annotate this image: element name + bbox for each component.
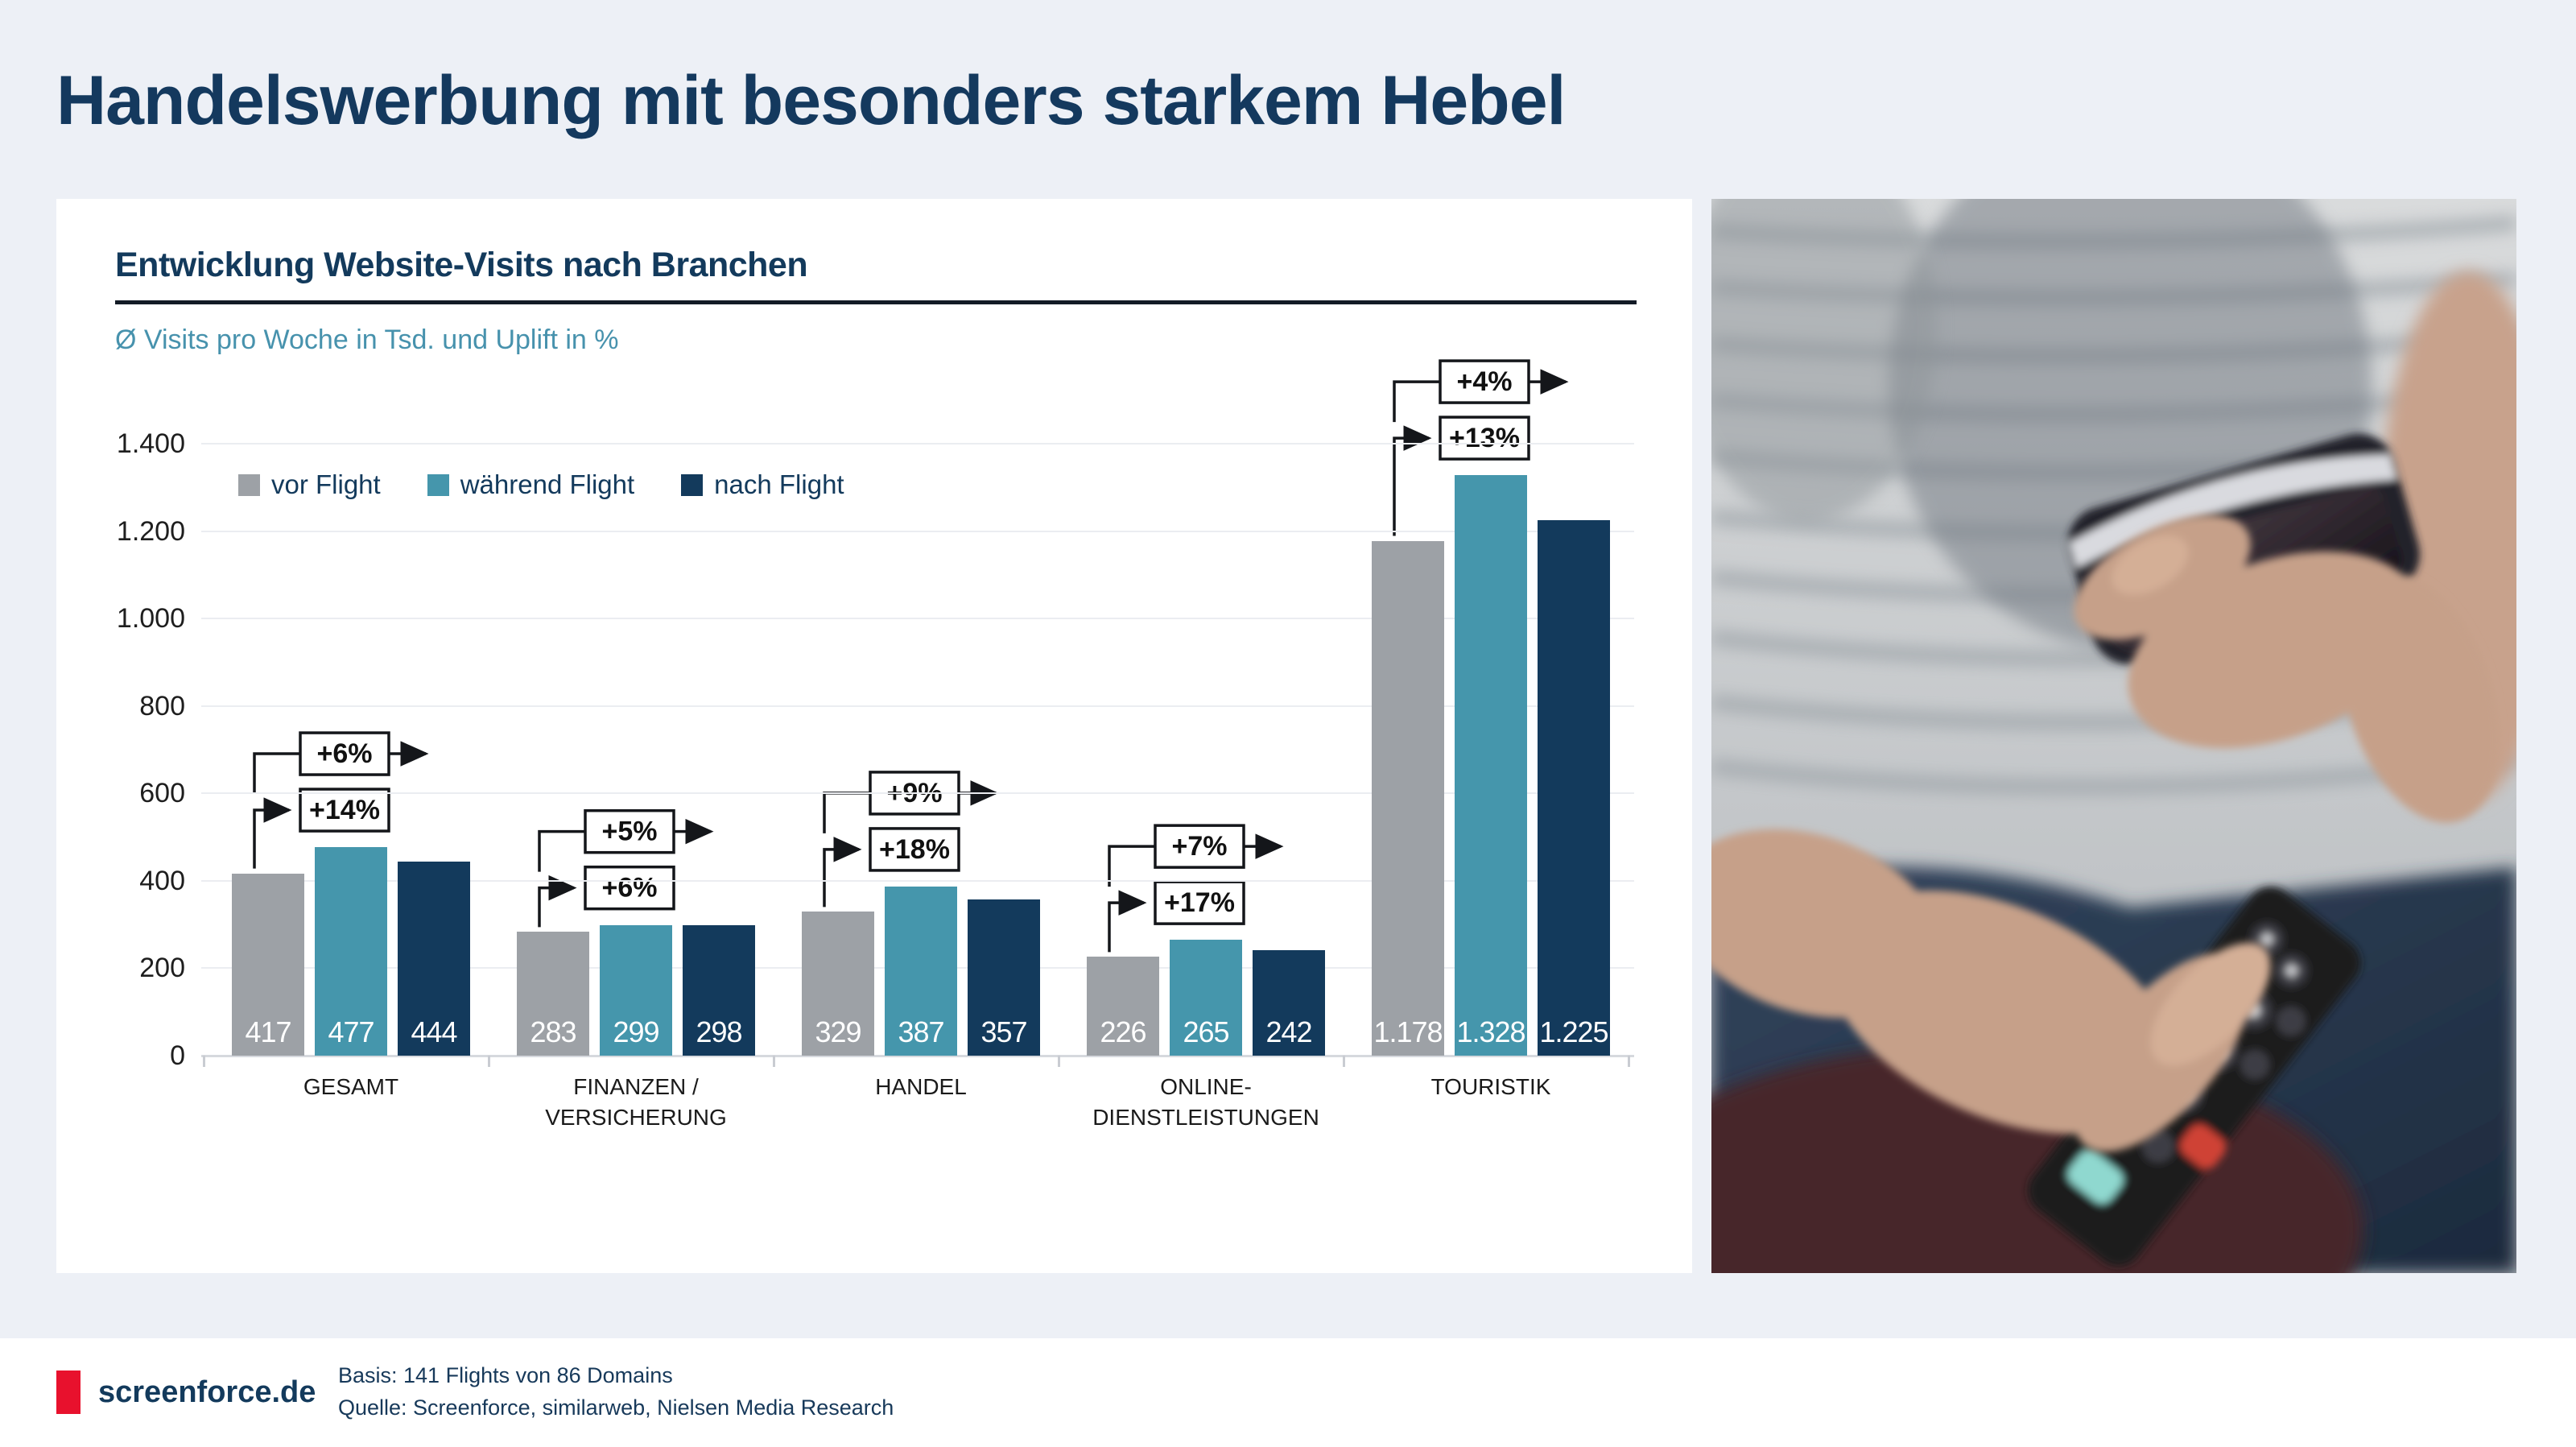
gridline — [201, 443, 1634, 445]
uplift-during-label: +14% — [309, 795, 380, 825]
y-tick-label: 600 — [139, 778, 185, 809]
footer: screenforce.de Basis: 141 Flights von 86… — [0, 1338, 2576, 1447]
bar-value-label: 265 — [1183, 1015, 1229, 1048]
brand: screenforce.de — [56, 1371, 316, 1414]
basis-line: Basis: 141 Flights von 86 Domains — [338, 1363, 673, 1387]
bar-während-flight: 265 — [1170, 940, 1242, 1056]
x-axis-tick — [1058, 1056, 1060, 1067]
y-tick-label: 0 — [170, 1040, 185, 1071]
legend-label: vor Flight — [271, 469, 381, 499]
category-label: GESAMT — [303, 1074, 399, 1099]
bar-value-label: 299 — [613, 1015, 659, 1048]
bar-während-flight: 477 — [315, 847, 387, 1056]
bar-nach-flight: 444 — [398, 862, 470, 1056]
bar-value-label: 357 — [980, 1015, 1027, 1048]
photo-illustration — [1711, 199, 2516, 1273]
bar-value-label: 298 — [696, 1015, 742, 1048]
plot-area: +14% +6% +6% +5% +18% +9% +17% +7% +13% +4% 417 47… — [201, 359, 1634, 1067]
bar-value-label: 444 — [411, 1015, 457, 1048]
uplift-during-label: +17% — [1164, 887, 1235, 918]
chart-legend: vor Flight während Flight nach Flight — [238, 469, 844, 500]
x-axis-tick — [1343, 1056, 1345, 1067]
bar-value-label: 283 — [530, 1015, 576, 1048]
quelle-line: Quelle: Screenforce, similarweb, Nielsen… — [338, 1395, 894, 1420]
uplift-after-label: +5% — [602, 817, 658, 847]
uplift-after-label: +7% — [1172, 831, 1228, 862]
x-axis-line — [201, 1055, 1634, 1057]
bar-value-label: 242 — [1265, 1015, 1312, 1048]
lifestyle-photo — [1711, 199, 2516, 1273]
chart-panel: Entwicklung Website-Visits nach Branchen… — [56, 199, 1692, 1273]
source-note: Basis: 141 Flights von 86 Domains Quelle… — [338, 1359, 894, 1424]
uplift-callout: +13% +4% — [1393, 359, 1569, 536]
y-tick-label: 1.400 — [116, 428, 185, 459]
bar-vor-flight: 226 — [1087, 957, 1159, 1056]
page-title: Handelswerbung mit besonders starkem Heb… — [56, 62, 1566, 139]
bar-value-label: 477 — [328, 1015, 374, 1048]
uplift-callouts: +14%+6%+6%+5%+18%+9%+17%+7%+13%+4% — [253, 359, 1569, 953]
bar-nach-flight: 357 — [968, 899, 1040, 1056]
bar-value-label: 226 — [1100, 1015, 1146, 1048]
gridline — [201, 618, 1634, 620]
legend-chip-teal — [427, 473, 449, 496]
uplift-during-label: +13% — [1449, 423, 1520, 453]
uplift-during-label: +6% — [602, 873, 658, 903]
legend-item-nach-flight: nach Flight — [681, 469, 844, 500]
uplift-during-label: +18% — [879, 834, 950, 865]
y-tick-label: 800 — [139, 690, 185, 721]
category-label: HANDEL — [875, 1074, 967, 1099]
uplift-callout: +14% +6% — [253, 731, 429, 869]
x-axis-tick — [488, 1056, 490, 1067]
x-axis-tick — [203, 1056, 205, 1067]
bar-vor-flight: 1.178 — [1372, 541, 1444, 1056]
gridline — [201, 530, 1634, 532]
bar-value-label: 1.225 — [1539, 1015, 1608, 1048]
bar-vor-flight: 329 — [802, 912, 874, 1056]
legend-item-waehrend-flight: während Flight — [427, 469, 634, 500]
bar-vor-flight: 417 — [232, 874, 304, 1056]
bar-value-label: 1.328 — [1456, 1015, 1525, 1048]
category-label: FINANZEN / VERSICHERUNG — [545, 1074, 727, 1130]
gridline — [201, 879, 1634, 882]
category-label: TOURISTIK — [1430, 1074, 1551, 1099]
bar-nach-flight: 1.225 — [1538, 520, 1610, 1056]
x-axis-tick — [1628, 1056, 1630, 1067]
uplift-after-label: +4% — [1457, 366, 1513, 397]
gridline — [201, 792, 1634, 795]
uplift-callout: +6% +5% — [538, 808, 714, 928]
legend-label: nach Flight — [714, 469, 844, 499]
gridline — [201, 705, 1634, 707]
bar-während-flight: 387 — [885, 887, 957, 1056]
bar-value-label: 1.178 — [1373, 1015, 1443, 1048]
category-label: ONLINE- DIENSTLEISTUNGEN — [1092, 1074, 1319, 1130]
legend-chip-navy — [681, 473, 704, 496]
y-tick-label: 1.200 — [116, 515, 185, 547]
bar-value-label: 417 — [245, 1015, 291, 1048]
screenforce-logo-icon — [56, 1371, 80, 1414]
chart-title: Entwicklung Website-Visits nach Branchen — [115, 246, 808, 284]
bar-vor-flight: 283 — [517, 932, 589, 1056]
bar-nach-flight: 298 — [683, 925, 755, 1056]
uplift-after-label: +6% — [317, 738, 373, 769]
y-tick-label: 400 — [139, 865, 185, 896]
y-tick-label: 1.000 — [116, 603, 185, 635]
bar-value-label: 329 — [815, 1015, 861, 1048]
chart-subtitle: Ø Visits pro Woche in Tsd. und Uplift in… — [115, 325, 619, 355]
y-tick-label: 200 — [139, 953, 185, 984]
x-axis-tick — [773, 1056, 775, 1067]
title-rule — [115, 300, 1637, 304]
legend-label: während Flight — [460, 469, 635, 499]
legend-chip-gray — [238, 473, 260, 496]
brand-name: screenforce.de — [98, 1375, 316, 1409]
bar-nach-flight: 242 — [1253, 950, 1325, 1056]
legend-item-vor-flight: vor Flight — [238, 469, 381, 500]
bar-während-flight: 299 — [600, 925, 672, 1056]
uplift-callout: +17% +7% — [1108, 824, 1284, 953]
bar-während-flight: 1.328 — [1455, 475, 1527, 1056]
bar-value-label: 387 — [898, 1015, 944, 1048]
